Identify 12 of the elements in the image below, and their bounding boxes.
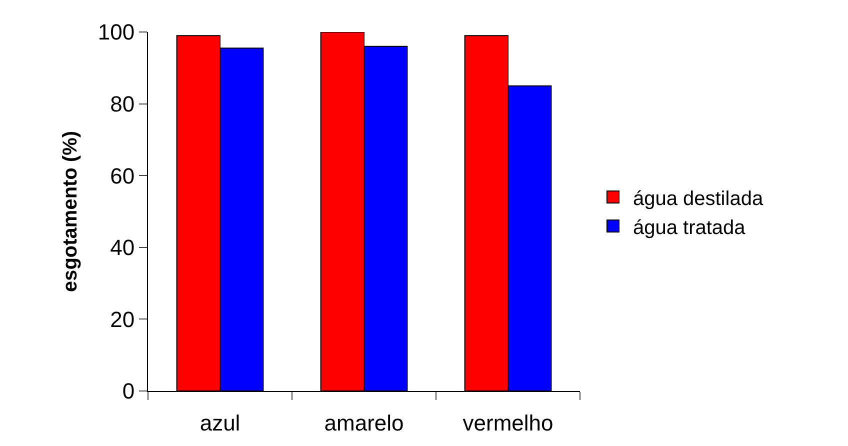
y-tick-label: 60 — [110, 163, 135, 188]
y-tick-label: 0 — [122, 378, 135, 404]
y-axis-title: esgotamento (%) — [59, 130, 82, 292]
legend-label: água tratada — [632, 216, 746, 239]
x-tick-label: amarelo — [324, 410, 404, 436]
x-tick-label: azul — [200, 410, 240, 436]
legend-label: água destilada — [632, 188, 764, 210]
x-tick-label: vermelho — [462, 410, 554, 436]
y-tick-label: 40 — [110, 235, 135, 260]
y-tick-label: 20 — [110, 306, 135, 332]
y-tick-label: 80 — [110, 92, 135, 116]
y-tick-label: 100 — [98, 20, 135, 45]
